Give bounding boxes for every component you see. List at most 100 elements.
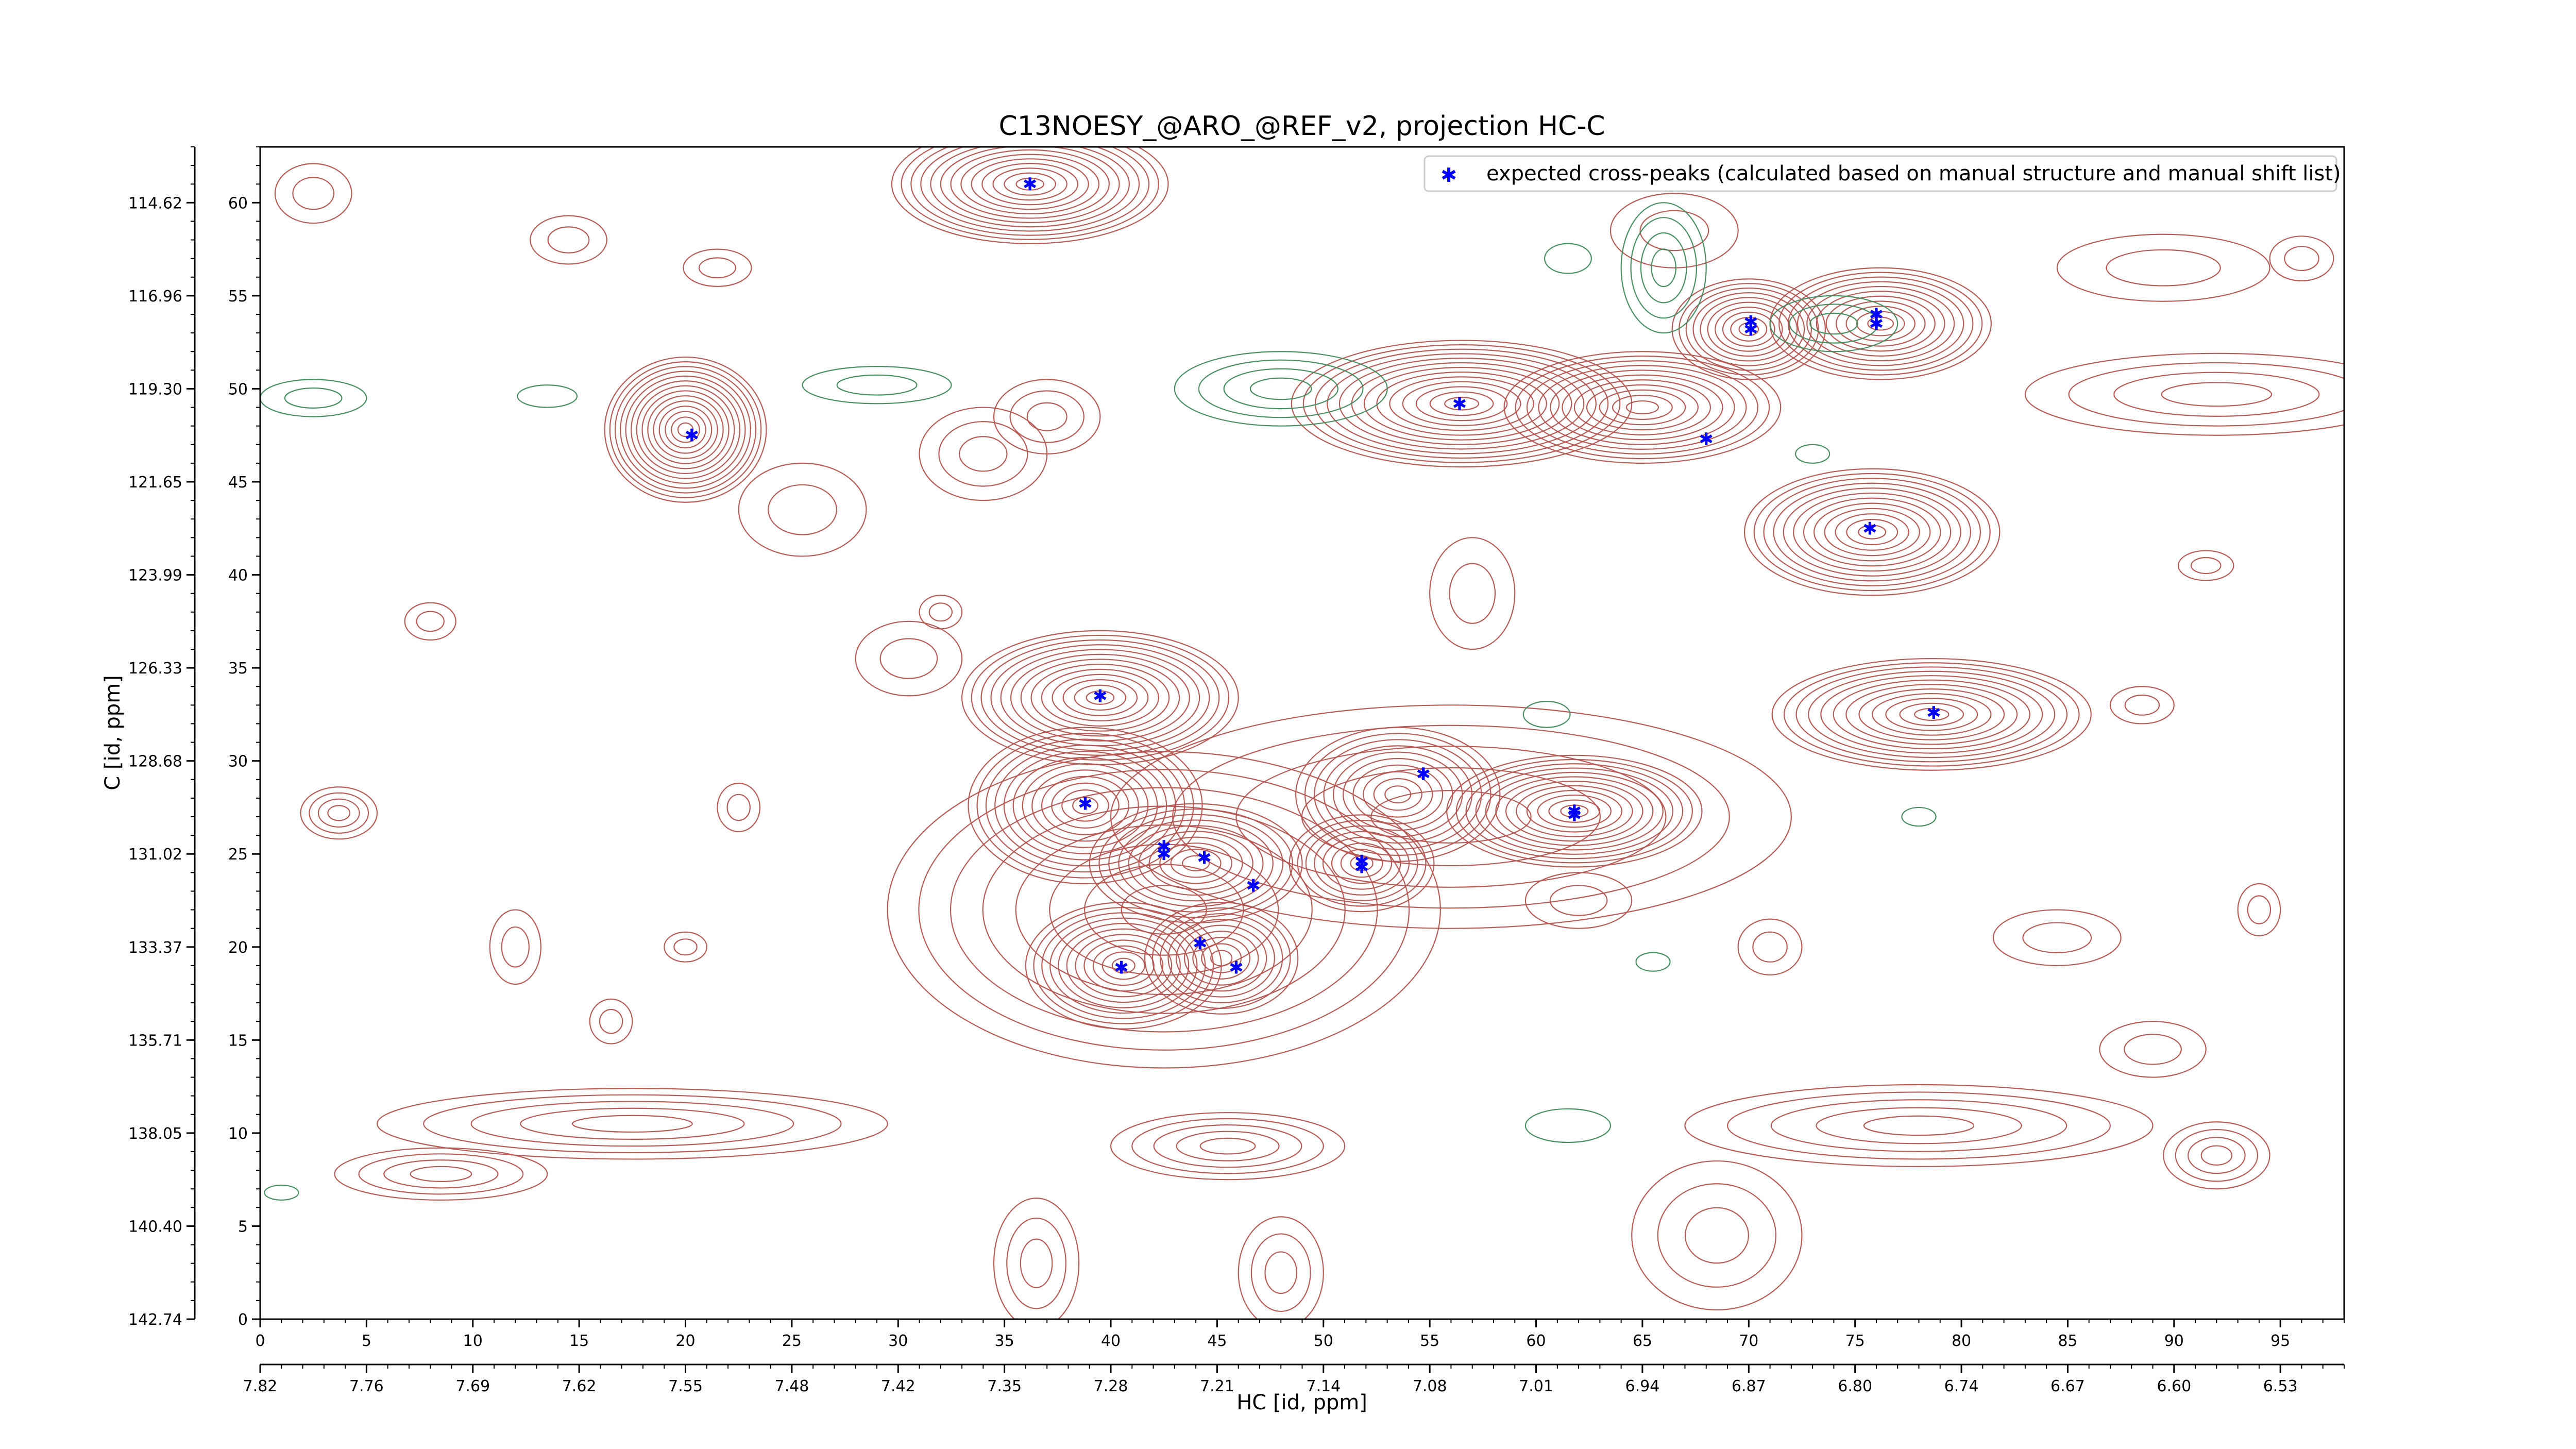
positive-contour-line [1373,778,1422,811]
positive-contour-line [2056,233,2270,302]
positive-contour-line [1030,663,1170,732]
positive-contour-line [2124,694,2160,716]
positive-contour-line [717,782,761,832]
positive-contour-line [1738,322,1759,336]
negative-contour-line [1809,312,1858,335]
positive-contour-line [698,257,736,279]
positive-contour-line [992,167,1067,201]
positive-contour-line [1092,945,1155,986]
y-tick-label: 30 [228,753,248,771]
positive-contour-line [1795,666,2068,763]
positive-contour-line [1778,272,1983,376]
peak-marker-layer: ✱✱✱✱✱✱✱✱✱✱✱✱✱✱✱✱✱ ✱ ✱✱✱✱✱ ✱ [685,174,1941,978]
negative-contour-line [836,374,918,396]
positive-contour-line [383,1159,499,1189]
positive-contour-line [1856,311,1905,336]
positive-contour-line [1041,668,1160,727]
positive-contour-line [423,1094,842,1154]
positive-contour-line [1429,391,1494,416]
positive-contour-line [1449,563,1496,624]
expected-cross-peak: ✱ [1114,958,1129,979]
negative-contour-line [1544,243,1592,274]
positive-contour-line [994,745,1176,867]
positive-contour-line [1526,360,1758,455]
positive-contour-line [1783,487,1961,577]
positive-contour-line [1075,934,1173,998]
positive-contour-line [664,931,707,963]
x-ppm-tick-label: 6.60 [2157,1377,2191,1395]
positive-contour-line [1159,843,1233,884]
x-ppm-tick-label: 7.28 [1094,1377,1128,1395]
positive-contour-line [1726,1091,2111,1160]
x-tick-label: 60 [1526,1332,1546,1350]
positive-contour-line [1121,885,1207,935]
y-ppm-tick-label: 135.71 [128,1032,182,1050]
positive-contour-line [2124,1034,2182,1065]
x-ppm-tick-label: 7.08 [1413,1377,1447,1395]
positive-contour-line [1118,819,1274,907]
x-tick-label: 25 [782,1332,802,1350]
y-tick-label: 45 [228,474,248,492]
negative-contour-line [1198,359,1364,418]
y-ppm-tick-label: 121.65 [128,474,182,492]
positive-contour-line [1305,825,1418,901]
y-tick-label: 55 [228,288,248,306]
positive-contour-line [738,462,867,557]
positive-contour-line [2190,557,2222,575]
y-tick-label: 35 [228,660,248,678]
x-ppm-tick-label: 7.69 [455,1377,490,1395]
expected-cross-peak: ✱ [1567,805,1582,825]
y-ppm-tick-label: 138.05 [128,1125,182,1143]
positive-contour-line [1914,707,1950,721]
positive-contour-line [1833,679,2030,750]
y-ppm-tick-label: 140.40 [128,1218,182,1236]
positive-contour-line [1475,767,1674,855]
x-tick-label: 95 [2270,1332,2290,1350]
positive-contour-line [1737,918,1803,976]
positive-contour-line [1526,789,1623,833]
positive-contour-line [1639,210,1709,251]
positive-contour-line [653,400,718,459]
positive-contour-line [1771,658,2092,771]
x-ppm-tick-label: 6.53 [2263,1377,2298,1395]
positive-contour-line [1086,690,1115,705]
positive-contour-line [1101,951,1145,980]
x-tick-label: 75 [1845,1332,1865,1350]
y-tick-label: 10 [228,1125,248,1143]
negative-contour-line [1223,368,1338,410]
positive-contour-line [993,379,1101,454]
x-ppm-tick-label: 7.82 [243,1377,278,1395]
positive-contour-line [993,1198,1080,1319]
positive-contour-line [930,147,1130,228]
negative-contour-line [1249,377,1312,400]
positive-contour-line [920,147,1140,232]
positive-contour-line [1446,754,1703,868]
positive-contour-line [1058,923,1190,1008]
positive-contour-line [604,356,767,503]
positive-contour-line [976,732,1194,879]
positive-contour-line [1816,1107,2022,1144]
y-ppm-tick-label: 123.99 [128,567,182,585]
positive-contour-line [726,794,751,821]
expected-cross-peak: ✱ [1452,394,1467,414]
positive-contour-line [1770,1099,2067,1152]
expected-cross-peak: ✱ [1193,934,1208,954]
x-tick-label: 45 [1207,1332,1227,1350]
positive-contour-line [1160,913,1283,1003]
positive-contour-line [1026,402,1067,431]
positive-contour-line [2269,235,2334,282]
positive-contour-line [1010,653,1190,742]
y-ppm-tick-label: 133.37 [128,939,182,957]
positive-contour-line [1033,907,1214,1024]
expected-cross-peak: ✱ [1862,518,1877,539]
expected-cross-peak: ✱ [1023,174,1038,195]
negative-contour-line [1901,806,1937,827]
x-tick-label: 15 [569,1332,589,1350]
positive-contour-line [1009,390,1084,443]
x-ppm-tick-label: 6.80 [1838,1377,1872,1395]
x-ppm-tick-label: 7.14 [1306,1377,1341,1395]
positive-contour-line [1743,468,2001,596]
positive-contour-line [2175,1128,2259,1182]
positive-contour-line [1816,291,1945,357]
positive-contour-line [1679,283,1819,376]
